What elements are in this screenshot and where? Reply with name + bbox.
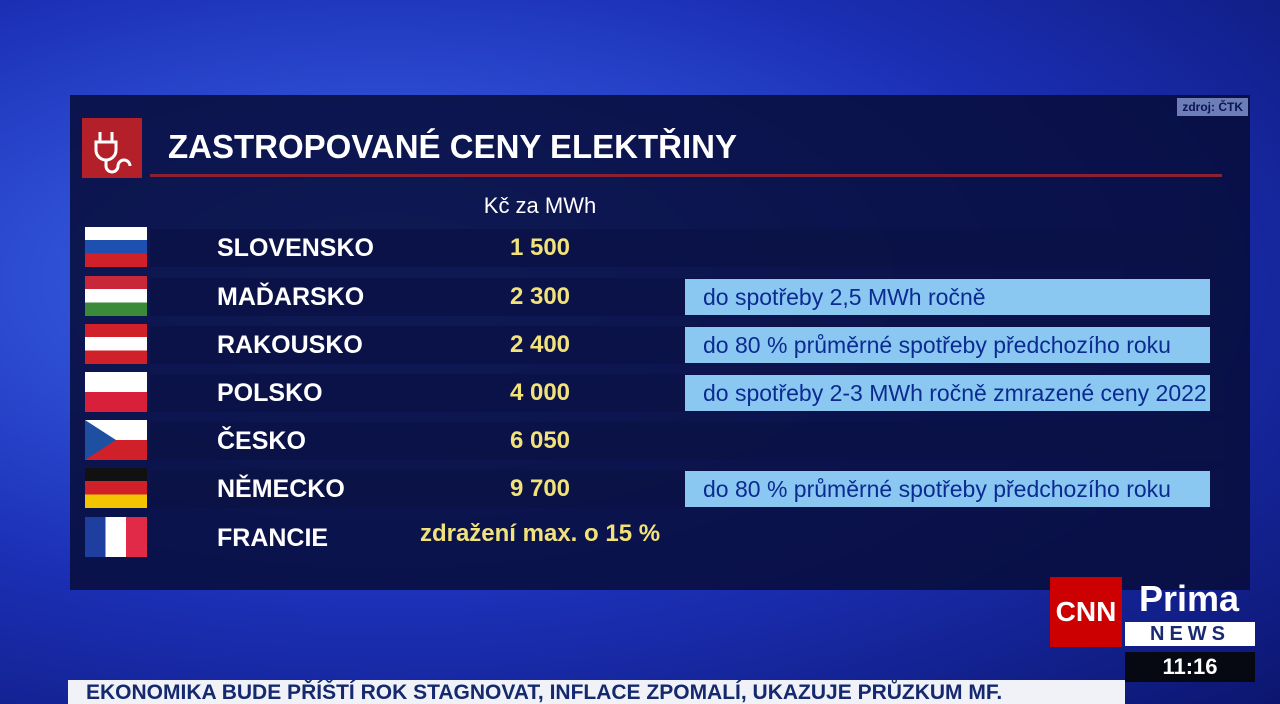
flag (85, 372, 147, 412)
flag (85, 517, 147, 557)
row: POLSKO 4 000 do spotřeby 2-3 MWh ročně zmr… (85, 372, 1225, 414)
row: FRANCIE zdražení max. o 15 % (85, 517, 1225, 559)
value: 1 500 (509, 234, 571, 261)
value: 2 400 (509, 331, 571, 358)
plug-shape (94, 132, 132, 174)
value: 4 000 (509, 379, 571, 406)
cnn-logo: CNN (1050, 577, 1122, 647)
value: 9 700 (509, 475, 571, 502)
flag (85, 420, 147, 460)
country: RAKOUSKO (217, 331, 363, 359)
prima-logo: Prima (1138, 578, 1240, 619)
ticker: EKONOMIKA BUDE PŘÍŠTÍ ROK STAGNOVAT, INF… (68, 680, 1125, 704)
value: zdražení max. o 15 % (419, 520, 661, 547)
note: do 80 % průměrné spotřeby předchozího ro… (685, 471, 1210, 507)
title: ZASTROPOVANÉ CENY ELEKTŘINY (168, 128, 738, 165)
flag (85, 227, 147, 267)
row: RAKOUSKO 2 400 do 80 % průměrné spotřeby p… (85, 324, 1225, 366)
value: 2 300 (509, 283, 571, 310)
note: do spotřeby 2,5 MWh ročně (685, 279, 1210, 315)
country: FRANCIE (217, 524, 329, 552)
clock: 11:16 (1125, 652, 1255, 682)
row: NĚMECKO 9 700 do 80 % průměrné spotřeby př… (85, 468, 1225, 510)
row: ČESKO 6 050 (85, 420, 1225, 462)
row-band (150, 422, 1225, 460)
flag (85, 468, 147, 508)
flag (85, 324, 147, 364)
row-band (150, 229, 1225, 267)
row: SLOVENSKO 1 500 (85, 227, 1225, 269)
row: MAĎARSKO 2 300 do spotřeby 2,5 MWh ročně (85, 276, 1225, 318)
country: POLSKO (217, 379, 323, 407)
note: do 80 % průměrné spotřeby předchozího ro… (685, 327, 1210, 363)
column-header: Kč za MWh (483, 193, 597, 218)
country: MAĎARSKO (217, 283, 365, 311)
triangle (85, 420, 116, 460)
country: SLOVENSKO (217, 234, 374, 262)
plug-svg (94, 132, 132, 174)
news-logo: NEWS (1125, 622, 1255, 646)
country: ČESKO (217, 427, 306, 455)
note: do spotřeby 2-3 MWh ročně zmrazené ceny … (685, 375, 1210, 411)
country: NĚMECKO (217, 475, 345, 503)
plug-icon (82, 118, 142, 178)
value: 6 050 (509, 427, 571, 454)
flag (85, 276, 147, 316)
title-rule (150, 174, 1222, 177)
flag-triangle (85, 420, 116, 460)
source: zdroj: ČTK (1177, 98, 1248, 116)
